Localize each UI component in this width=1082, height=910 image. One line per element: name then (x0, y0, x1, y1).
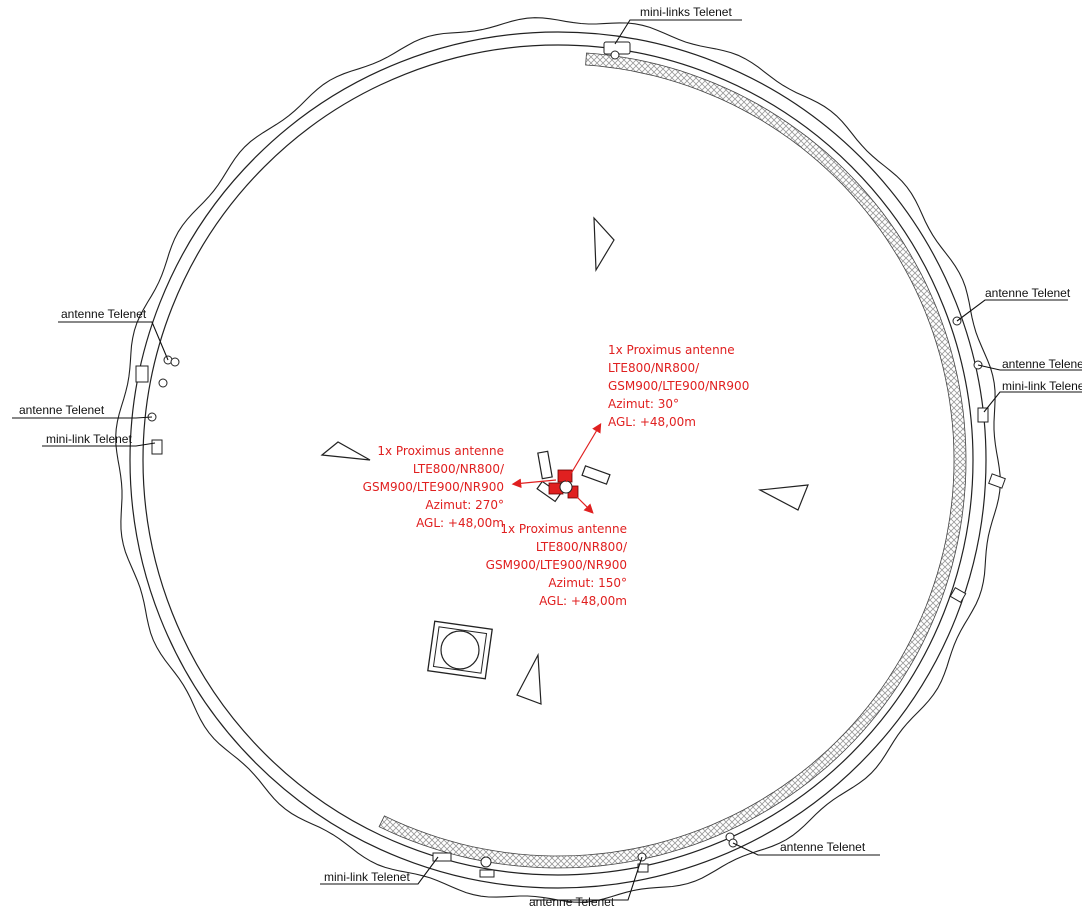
proximus-label-azimut-270: 1x Proximus antenne LTE800/NR800/ GSM900… (363, 444, 505, 530)
leader-lines (12, 19, 1082, 901)
azimuth-arrow-150 (571, 491, 594, 514)
grating-band (378, 52, 967, 869)
label-antenne-telenet-east-2: antenne Telene (1002, 357, 1082, 371)
outer-ring (129, 31, 987, 889)
sector-line-4: Azimut: 270° (425, 498, 504, 512)
label-antenne-telenet-west-2: antenne Telenet (19, 403, 105, 417)
sector-line-2: LTE800/NR800/ (608, 361, 700, 375)
sector-line-4: Azimut: 150° (548, 576, 627, 590)
label-mini-link-telenet-south: mini-link Telenet (324, 870, 410, 884)
outer-ring-edge (115, 17, 1001, 903)
sector-line-5: AGL: +48,00m (608, 415, 696, 429)
sector-line-1: 1x Proximus antenne (377, 444, 504, 458)
label-mini-link-telenet-east: mini-link Telene (1002, 379, 1082, 393)
sector-line-5: AGL: +48,00m (416, 516, 504, 530)
cable-tray-south (516, 652, 542, 705)
sector-line-3: GSM900/LTE900/NR900 (486, 558, 627, 572)
sector-line-4: Azimut: 30° (608, 397, 679, 411)
label-antenne-telenet-east: antenne Telenet (985, 286, 1071, 300)
proximus-antenna-cluster (536, 450, 611, 503)
sector-line-5: AGL: +48,00m (539, 594, 627, 608)
inner-ring (142, 44, 974, 876)
cable-tray-north (593, 216, 615, 273)
label-antenne-telenet-south: antenne Telenet (529, 895, 615, 909)
azimuth-arrow-270 (511, 478, 557, 489)
cable-tray-east (757, 484, 809, 511)
proximus-label-azimut-30: 1x Proximus antenne LTE800/NR800/ GSM900… (608, 343, 749, 429)
sector-line-2: LTE800/NR800/ (413, 462, 505, 476)
label-antenne-telenet-west: antenne Telenet (61, 307, 147, 321)
proximus-label-azimut-150: 1x Proximus antenne LTE800/NR800/ GSM900… (486, 522, 628, 608)
sector-line-2: LTE800/NR800/ (536, 540, 628, 554)
sector-line-1: 1x Proximus antenne (608, 343, 735, 357)
azimuth-arrow-30 (565, 422, 602, 483)
label-mini-link-telenet-west: mini-link Telenet (46, 432, 132, 446)
label-antenne-telenet-south-east: antenne Telenet (780, 840, 866, 854)
telenet-equipment (135, 41, 1006, 878)
sector-line-3: GSM900/LTE900/NR900 (363, 480, 504, 494)
roof-hatch (427, 620, 493, 680)
sector-line-1: 1x Proximus antenne (500, 522, 627, 536)
cable-tray-west (320, 441, 371, 461)
label-mini-links-telenet: mini-links Telenet (640, 5, 732, 19)
sector-line-3: GSM900/LTE900/NR900 (608, 379, 749, 393)
